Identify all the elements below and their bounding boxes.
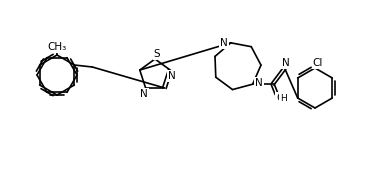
Text: S: S: [154, 49, 160, 59]
Text: N: N: [282, 58, 289, 68]
Text: N: N: [220, 38, 228, 48]
Text: N: N: [168, 71, 176, 81]
Text: H: H: [280, 94, 287, 103]
Text: CH₃: CH₃: [47, 42, 67, 52]
Text: N: N: [140, 89, 147, 99]
Text: Cl: Cl: [313, 58, 323, 68]
Text: O: O: [276, 93, 285, 103]
Text: N: N: [255, 78, 263, 88]
